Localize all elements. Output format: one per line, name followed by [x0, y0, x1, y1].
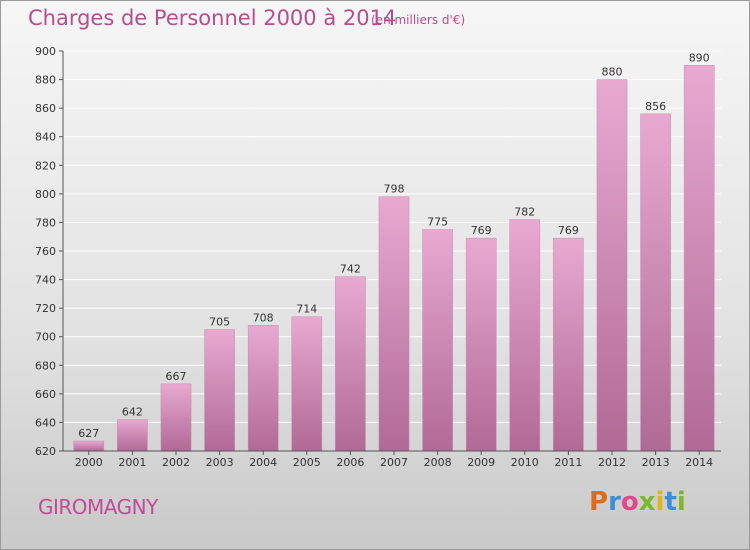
data-label-2010: 782: [514, 206, 535, 219]
bar-2011: [553, 237, 584, 452]
data-label-2008: 775: [427, 216, 448, 229]
proxiti-logo: Proxiti: [589, 487, 686, 517]
y-tick-label: 700: [35, 331, 56, 344]
x-tick-label: 2003: [206, 456, 234, 469]
bar-2003: [204, 329, 235, 452]
x-tick-label: 2006: [336, 456, 364, 469]
y-tick-label: 620: [35, 445, 56, 458]
bar-2004: [247, 325, 279, 452]
data-label-2000: 627: [78, 427, 99, 440]
x-tick-label: 2012: [598, 456, 626, 469]
chart-title: Charges de Personnel 2000 à 2014: [28, 6, 397, 30]
x-tick-label: 2002: [162, 456, 190, 469]
chart-subtitle: (en milliers d'€): [371, 13, 466, 27]
logo-letter: r: [608, 487, 621, 517]
y-tick-label: 760: [35, 245, 56, 258]
x-tick-label: 2000: [75, 456, 103, 469]
data-label-2009: 769: [471, 224, 492, 237]
bar-2014: [683, 65, 715, 452]
x-tick-label: 2010: [511, 456, 539, 469]
data-label-2005: 714: [296, 303, 317, 316]
data-label-2014: 890: [689, 51, 710, 64]
bar-2002: [160, 383, 192, 452]
city-name: GIROMAGNY: [38, 495, 158, 519]
bar-2005: [291, 316, 323, 452]
x-tick-label: 2014: [685, 456, 713, 469]
data-label-2011: 769: [558, 224, 579, 237]
bar-2007: [378, 196, 410, 452]
bar-2013: [640, 113, 671, 452]
logo-letter: P: [589, 487, 609, 517]
y-tick-label: 860: [35, 102, 56, 115]
y-tick-label: 680: [35, 359, 56, 372]
y-tick-label: 900: [35, 45, 56, 58]
bar-2008: [422, 229, 453, 452]
y-tick-label: 660: [35, 388, 56, 401]
y-tick-label: 720: [35, 302, 56, 315]
bar-2000: [73, 440, 105, 452]
x-tick-label: 2004: [249, 456, 277, 469]
y-tick-label: 840: [35, 131, 56, 144]
bar-2010: [509, 219, 541, 452]
data-label-2012: 880: [602, 66, 623, 79]
logo-letter: i: [655, 487, 665, 517]
axes: 620 640 660 680 700 720 740 760 780 800 820 840 860 8…: [35, 45, 721, 469]
data-label-2013: 856: [645, 100, 666, 113]
data-label-2002: 667: [166, 370, 187, 383]
y-tick-label: 820: [35, 159, 56, 172]
data-label-2003: 705: [209, 316, 230, 329]
bars: [73, 65, 715, 452]
data-label-2004: 708: [253, 311, 274, 324]
data-label-2006: 742: [340, 263, 361, 276]
data-label-2007: 798: [384, 183, 405, 196]
data-labels: 627 642 667 705 708 714 742 798 775 769 782 769 880 8…: [78, 51, 709, 440]
x-tick-label: 2001: [118, 456, 146, 469]
y-tick-label: 880: [35, 74, 56, 87]
x-tick-label: 2009: [467, 456, 495, 469]
bar-2012: [596, 79, 628, 452]
x-tick-label: 2008: [424, 456, 452, 469]
y-tick-label: 640: [35, 416, 56, 429]
logo-letter: x: [638, 487, 656, 517]
x-tick-label: 2011: [554, 456, 582, 469]
logo-letter: t: [664, 487, 677, 517]
data-label-2001: 642: [122, 406, 143, 419]
y-tick-label: 780: [35, 216, 56, 229]
y-tick-label: 800: [35, 188, 56, 201]
bar-2001: [117, 419, 148, 452]
bar-2006: [335, 276, 366, 452]
bar-2009: [465, 237, 497, 452]
logo-letter: i: [676, 487, 686, 517]
x-tick-label: 2007: [380, 456, 408, 469]
x-tick-label: 2013: [642, 456, 670, 469]
x-tick-label: 2005: [293, 456, 321, 469]
y-tick-label: 740: [35, 274, 56, 287]
logo-letter: o: [620, 487, 639, 517]
